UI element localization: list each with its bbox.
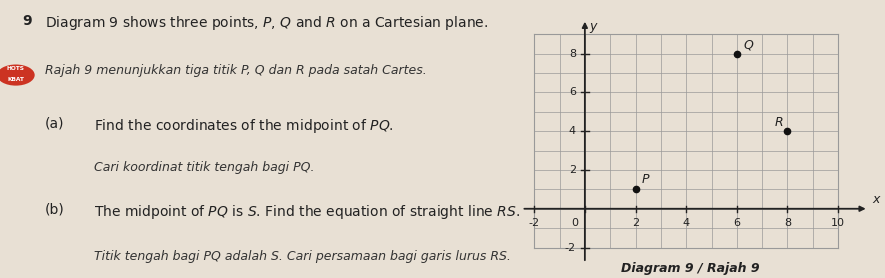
Text: (a): (a) xyxy=(44,117,64,131)
Text: $x$: $x$ xyxy=(873,193,882,206)
Text: 9: 9 xyxy=(22,14,32,28)
Text: $\mathit{Q}$: $\mathit{Q}$ xyxy=(743,38,755,52)
Text: 6: 6 xyxy=(734,219,741,229)
Text: Diagram 9 shows three points, $P$, $Q$ and $R$ on a Cartesian plane.: Diagram 9 shows three points, $P$, $Q$ a… xyxy=(44,14,488,32)
Text: The midpoint of $PQ$ is $S$. Find the equation of straight line $RS$.: The midpoint of $PQ$ is $S$. Find the eq… xyxy=(94,203,520,221)
Text: 10: 10 xyxy=(831,219,845,229)
Text: $\mathit{P}$: $\mathit{P}$ xyxy=(641,173,650,187)
Text: $y$: $y$ xyxy=(589,21,598,35)
Text: 4: 4 xyxy=(569,126,576,136)
Text: Rajah 9 menunjukkan tiga titik P, Q dan R pada satah Cartes.: Rajah 9 menunjukkan tiga titik P, Q dan … xyxy=(44,64,427,77)
Text: 8: 8 xyxy=(569,49,576,59)
Text: -2: -2 xyxy=(528,219,540,229)
Text: -2: -2 xyxy=(565,242,576,252)
Text: HOTS: HOTS xyxy=(7,66,25,71)
Text: Cari koordinat titik tengah bagi PQ.: Cari koordinat titik tengah bagi PQ. xyxy=(94,161,315,174)
Text: Diagram 9 / Rajah 9: Diagram 9 / Rajah 9 xyxy=(621,262,759,275)
Text: (b): (b) xyxy=(44,203,65,217)
Text: Titik tengah bagi PQ adalah S. Cari persamaan bagi garis lurus RS.: Titik tengah bagi PQ adalah S. Cari pers… xyxy=(94,250,511,263)
Text: 8: 8 xyxy=(784,219,791,229)
Text: $\mathit{R}$: $\mathit{R}$ xyxy=(773,116,783,129)
Text: 0: 0 xyxy=(572,219,579,229)
Text: 6: 6 xyxy=(569,88,576,98)
Text: 4: 4 xyxy=(682,219,689,229)
Text: Find the coordinates of the midpoint of $PQ$.: Find the coordinates of the midpoint of … xyxy=(94,117,394,135)
Text: 2: 2 xyxy=(569,165,576,175)
Text: 2: 2 xyxy=(632,219,639,229)
Circle shape xyxy=(0,64,35,86)
Text: KBAT: KBAT xyxy=(7,77,24,82)
